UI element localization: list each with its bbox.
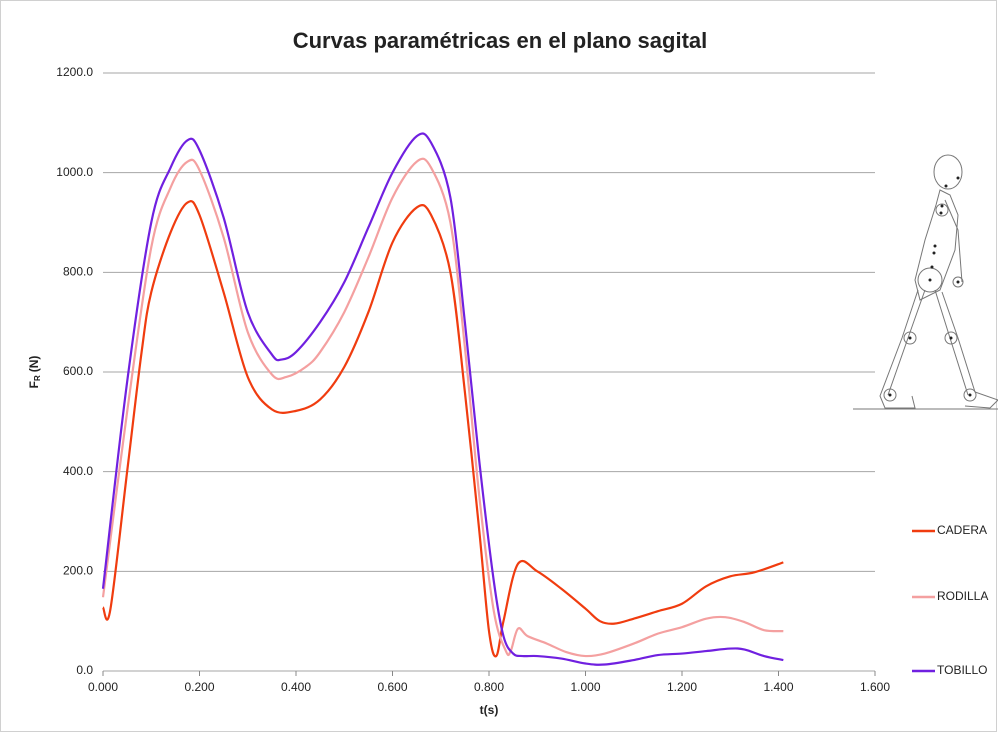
chart-border [1, 1, 997, 732]
y-tick-label: 600.0 [63, 364, 93, 378]
chart-title: Curvas paramétricas en el plano sagital [293, 28, 708, 53]
x-tick-label: 0.200 [184, 680, 214, 694]
legend-label: CADERA [937, 523, 987, 537]
y-label-subscript: R [33, 375, 42, 381]
y-label-unit: (N) [27, 356, 41, 373]
x-tick-label: 0.800 [474, 680, 504, 694]
x-tick-label: 1.600 [860, 680, 890, 694]
y-tick-label: 1200.0 [56, 65, 93, 79]
x-tick-label: 0.600 [377, 680, 407, 694]
y-label-main: F [27, 381, 41, 388]
x-tick-label: 0.400 [281, 680, 311, 694]
y-axis-label: FR (N) [27, 356, 42, 389]
y-tick-label: 200.0 [63, 564, 93, 578]
chart: Curvas paramétricas en el plano sagital … [0, 0, 998, 733]
y-tick-label: 1000.0 [56, 165, 93, 179]
y-tick-label: 0.0 [76, 663, 93, 677]
x-tick-label: 1.400 [763, 680, 793, 694]
x-tick-label: 1.200 [667, 680, 697, 694]
legend-label: RODILLA [937, 589, 988, 603]
x-tick-label: 1.000 [570, 680, 600, 694]
x-tick-label: 0.000 [88, 680, 118, 694]
legend-label: TOBILLO [937, 663, 987, 677]
y-tick-label: 800.0 [63, 265, 93, 279]
x-axis-label: t(s) [480, 703, 499, 717]
y-tick-label: 400.0 [63, 464, 93, 478]
